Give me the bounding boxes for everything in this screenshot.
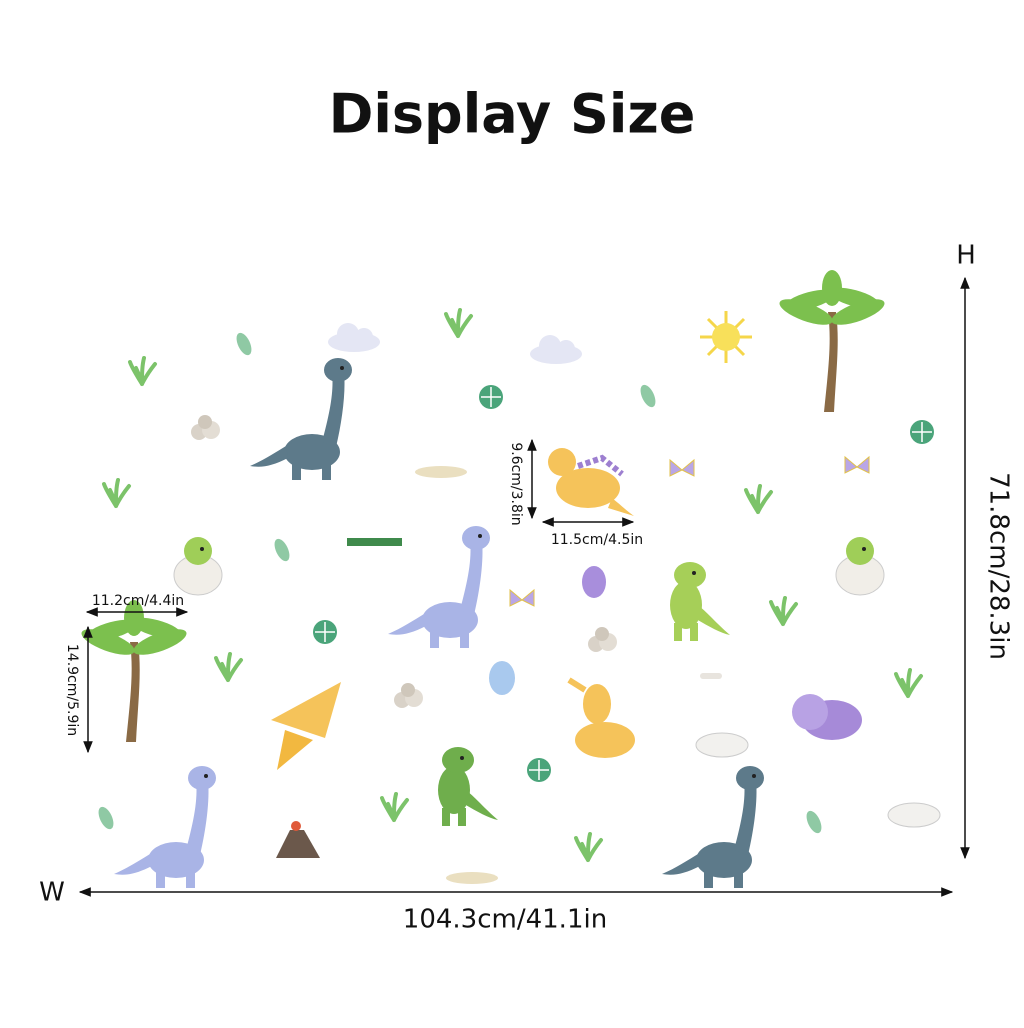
palm-width-label: 11.2cm/4.4in [92,593,184,609]
palm-height-label: 14.9cm/5.9in [64,644,80,736]
width-letter: W [39,878,65,908]
dino-width-label: 11.5cm/4.5in [551,532,643,548]
height-label: 71.8cm/28.3in [984,472,1014,660]
stickers [78,270,941,888]
dino-height-label: 9.6cm/3.8in [508,442,524,525]
width-label: 104.3cm/41.1in [403,905,607,935]
height-letter: H [956,241,976,271]
title: Display Size [329,83,696,146]
